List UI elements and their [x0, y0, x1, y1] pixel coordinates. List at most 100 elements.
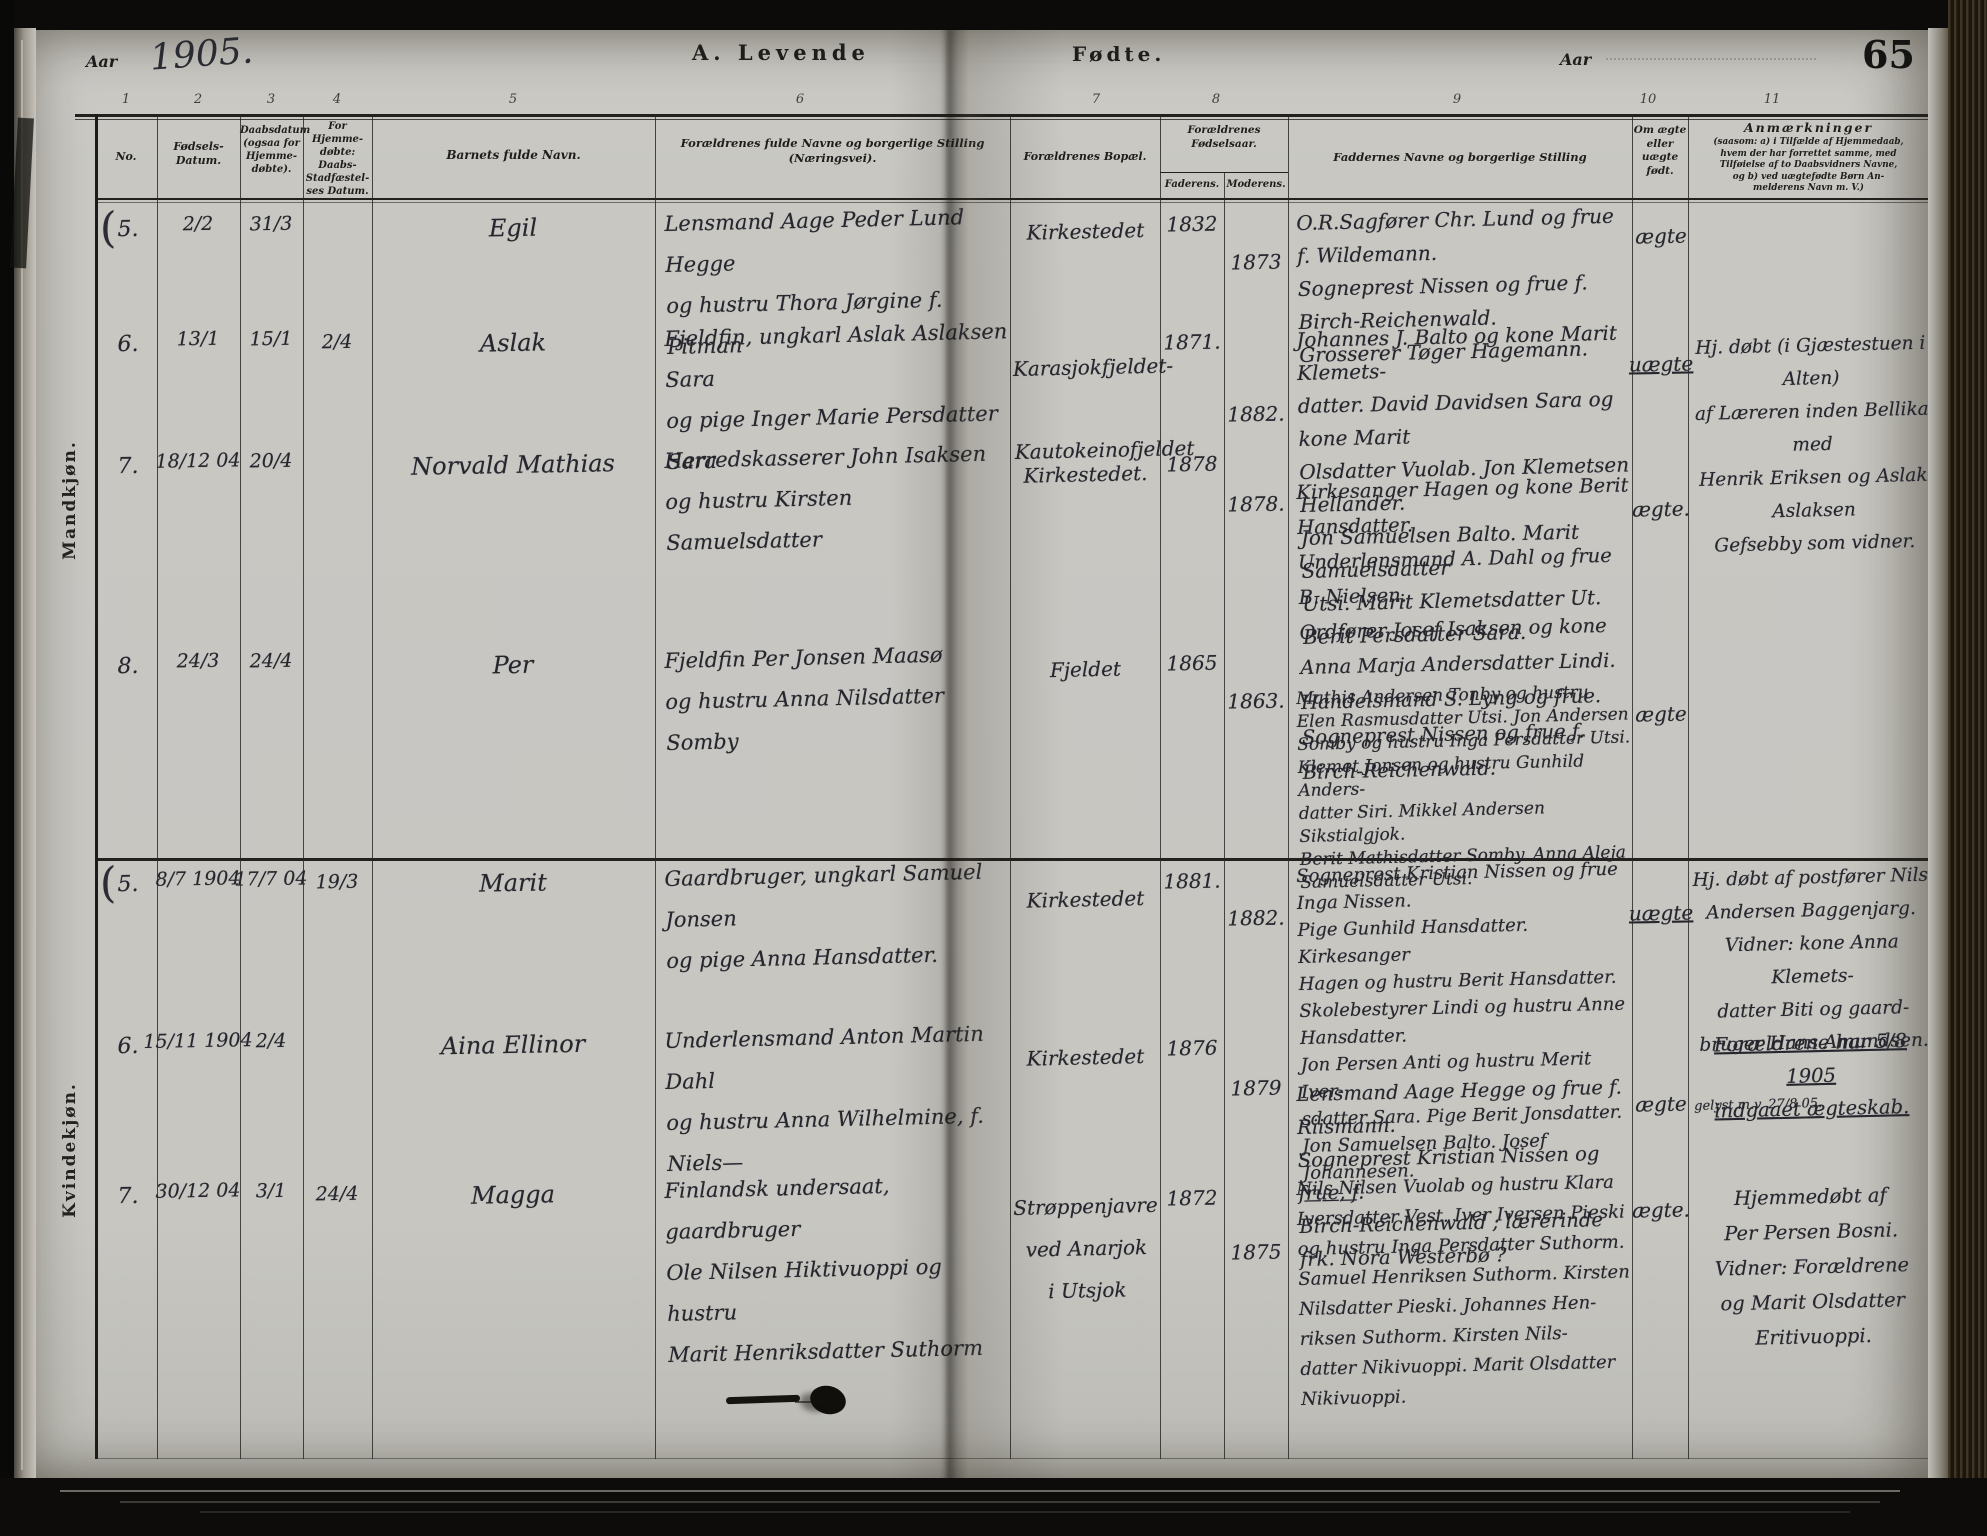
entry-parents: Herredskasserer John Isaksen og hustru K…	[664, 441, 987, 555]
header-home-baptism: For Hjemme- døbte: Daabs- Stadfæstel- se…	[305, 121, 370, 197]
entry-baptism-date: 2/4	[255, 1029, 287, 1053]
entry-father-year: 1832	[1166, 211, 1218, 237]
entry-baptism-date: 17/7 04	[234, 867, 308, 891]
column-number: 9	[1452, 92, 1462, 107]
handwritten-year: 1905.	[148, 30, 255, 79]
entry-birth-date: 18/12 04	[155, 449, 241, 473]
entry-child-name: Egil	[488, 213, 538, 243]
entry-mother-year: 1873	[1230, 249, 1282, 275]
book-cover-edge	[1948, 0, 1987, 1536]
col-line-6	[1010, 114, 1012, 1459]
year-label-left: Aar	[86, 52, 118, 71]
page-edges-right	[1928, 28, 1950, 1482]
entry-child-name: Norvald Mathias	[410, 449, 616, 481]
column-number: 2	[193, 92, 203, 107]
header-baptism-date: Daabsdatum (ogsaa for Hjemme- døbte).	[240, 125, 311, 175]
page-edges-left	[14, 28, 36, 1482]
section-divider	[95, 858, 1930, 861]
entry-residence: Fjeldet	[1049, 656, 1122, 683]
entry-father-year: 1876	[1166, 1035, 1218, 1061]
entry-residence: Kirkestedet	[1026, 218, 1145, 245]
header-remarks-body: (saasom: a) i Tilfælde af Hjemmedaab, hv…	[1713, 137, 1904, 194]
entry-legitimacy: ægte.	[1631, 1197, 1691, 1223]
entry-birth-date: 15/11 1904	[143, 1029, 253, 1053]
entry-parents: Fjeldfin Per Jonsen Maasø og hustru Anna…	[664, 642, 945, 755]
entry-home-baptism-date: 2/4	[321, 330, 353, 354]
page-stack-line	[60, 1490, 1900, 1492]
entry-baptism-date: 20/4	[249, 449, 293, 473]
entry-baptism-date: 15/1	[249, 327, 293, 351]
entry-parents: Gaardbruger, ungkarl Samuel Jonsen og pi…	[664, 859, 983, 973]
entry-mother-year: 1882.	[1227, 905, 1285, 931]
entry-father-year: 1871.	[1163, 329, 1221, 355]
col-line-8	[1288, 114, 1290, 1459]
entry-father-year: 1881.	[1163, 868, 1221, 894]
header-rule	[95, 198, 1930, 200]
header-birth-years: Forældrenes Fødselsaar.	[1187, 124, 1261, 150]
entry-residence: Kirkestedet	[1026, 1044, 1145, 1071]
section-label-female: Kvindekjøn.	[60, 1082, 80, 1218]
ink-smudge	[795, 1401, 823, 1403]
col-line-1	[157, 114, 159, 1459]
entry-child-name: Marit	[478, 868, 548, 898]
column-number: 10	[1639, 92, 1657, 107]
entry-parents: Underlensmand Anton Martin Dahl og hustr…	[664, 1021, 985, 1176]
entry-birth-date: 13/1	[176, 327, 220, 351]
col-line-2	[240, 114, 242, 1459]
entry-no: 5.	[117, 871, 139, 898]
entry-sponsors: Nils Nilsen Vuolab og hustru Klara Ivers…	[1296, 1171, 1631, 1410]
entry-birth-date: 30/12 04	[155, 1179, 241, 1203]
column-number: 5	[508, 92, 518, 107]
entry-child-name: Magga	[470, 1180, 556, 1210]
page-stack-line	[120, 1501, 1880, 1503]
col-line-9	[1632, 114, 1634, 1459]
col-line-8-sub	[1224, 172, 1226, 1459]
entry-remarks: Hjemmedøbt af Per Persen Bosni. Vidner: …	[1714, 1183, 1910, 1350]
entry-no: 7.	[117, 1183, 139, 1210]
column-number: 4	[332, 92, 342, 107]
page-stack-line	[200, 1511, 1850, 1513]
header-remarks-title: Anmærkninger	[1743, 120, 1874, 135]
entry-legitimacy: ægte	[1635, 223, 1687, 249]
header-mother-year: Moderens.	[1226, 179, 1286, 190]
entry-birth-date: 2/2	[182, 212, 214, 236]
entry-child-name: Per	[492, 650, 534, 680]
entry-no: 6.	[117, 331, 139, 358]
entry-residence: Kirkestedet	[1026, 886, 1145, 913]
column-number: 3	[266, 92, 276, 107]
header-legitimacy: Om ægte eller uægte født.	[1633, 124, 1687, 177]
column-number: 7	[1091, 92, 1101, 107]
entry-mother-year: 1879	[1230, 1075, 1282, 1101]
entry-bracket: (	[100, 858, 117, 907]
entry-legitimacy: uægte	[1628, 351, 1694, 377]
book-page-spread	[13, 28, 1934, 1482]
entry-parents: Finlandsk undersaat, gaardbruger Ole Nil…	[664, 1173, 984, 1367]
header-rule-2	[95, 202, 1930, 203]
scan-edge-bottom	[0, 1478, 1987, 1536]
entry-residence: Strøppenjavre ved Anarjok i Utsjok	[1012, 1192, 1158, 1304]
page-title-left: A. Levende	[692, 40, 870, 65]
entry-child-name: Aslak	[479, 328, 547, 358]
page-number: 65	[1862, 32, 1915, 77]
column-number: 11	[1763, 92, 1781, 107]
entry-no: 5.	[117, 216, 139, 243]
entry-mother-year: 1882.	[1227, 401, 1285, 427]
entry-baptism-date: 3/1	[255, 1179, 287, 1203]
entry-baptism-date: 24/4	[249, 649, 293, 673]
page-edge-highlight	[21, 40, 23, 1470]
top-rule	[75, 114, 1930, 117]
entry-mother-year: 1875	[1230, 1239, 1282, 1265]
header-parents: Forældrenes fulde Navne og borgerlige St…	[680, 136, 985, 165]
scan-edge-top	[0, 0, 1987, 30]
col-line-10	[1688, 114, 1690, 1459]
entry-no: 7.	[117, 453, 139, 480]
entry-bracket: (	[100, 203, 117, 252]
header-father-year: Faderens.	[1164, 179, 1220, 190]
header-residence: Forældrenes Bopæl.	[1023, 150, 1147, 163]
entry-father-year: 1872	[1166, 1185, 1218, 1211]
entry-legitimacy: ægte	[1635, 701, 1687, 727]
section-label-male: Mandkjøn.	[60, 440, 80, 560]
entry-birth-date: 8/7 1904	[155, 867, 241, 891]
entry-mother-year: 1878.	[1227, 491, 1285, 517]
